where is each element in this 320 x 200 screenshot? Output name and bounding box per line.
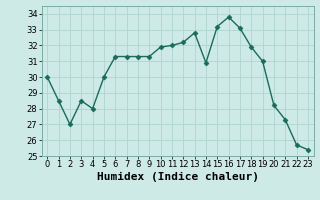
X-axis label: Humidex (Indice chaleur): Humidex (Indice chaleur) (97, 172, 259, 182)
